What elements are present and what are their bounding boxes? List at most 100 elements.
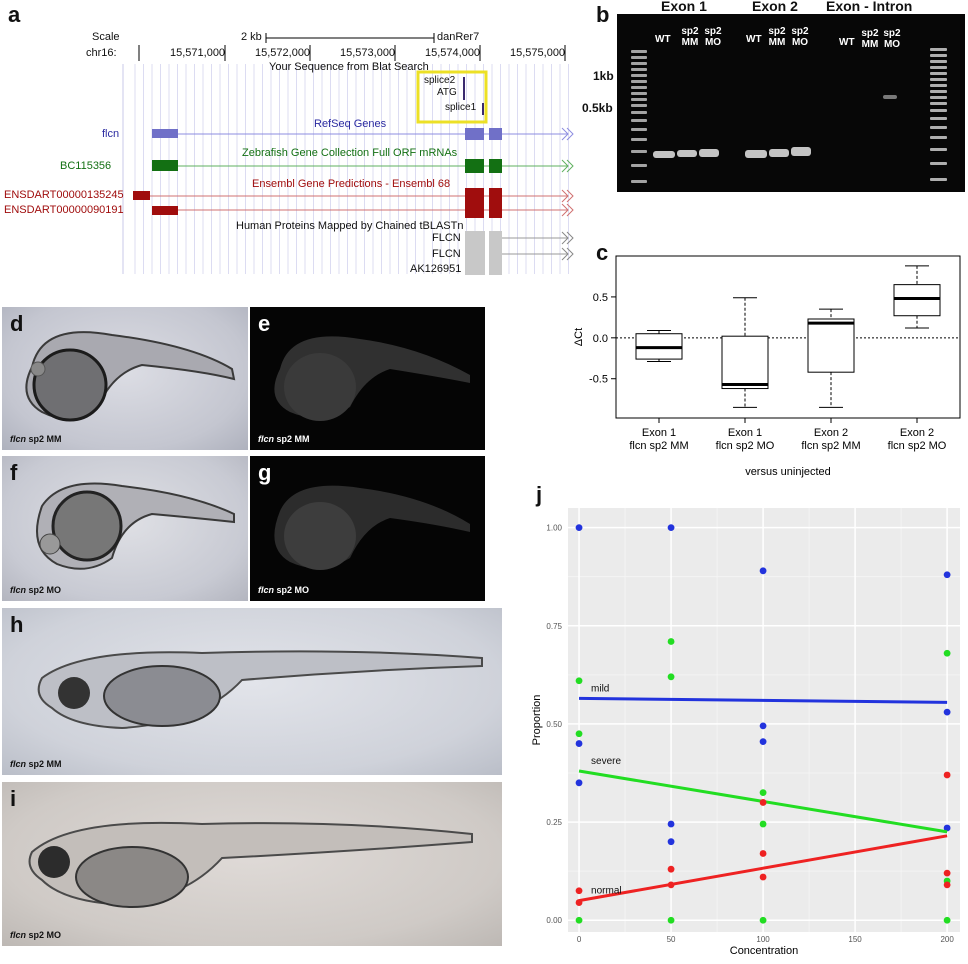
refseq-gene-name: flcn xyxy=(102,128,120,140)
photo-panel-d: d flcn sp2 MM xyxy=(2,307,248,450)
lane-mm-1: sp2 MM xyxy=(681,26,699,48)
point-mild xyxy=(667,820,675,828)
scatter-plot-area xyxy=(568,508,960,932)
boxplot-category-label: flcn sp2 MM xyxy=(801,440,860,452)
point-severe xyxy=(943,649,951,657)
scatter-xtick-label: 50 xyxy=(667,935,676,944)
boxplot-ytick-label: -0.5 xyxy=(589,374,608,386)
scatter-ytick-label: 0.00 xyxy=(546,916,562,925)
embryo-g-illustration xyxy=(274,485,470,570)
point-mild xyxy=(575,740,583,747)
point-severe xyxy=(575,730,583,738)
scatter-ytick-label: 1.00 xyxy=(546,524,562,533)
point-severe xyxy=(759,916,767,924)
photo-g-caption: flcn sp2 MO xyxy=(258,585,310,595)
ensembl-name-2: ENSDART00000090191 xyxy=(4,204,124,216)
genome-browser-panel: Scale chr16: 2 kb danRer7 15,571,000 15,… xyxy=(0,28,590,276)
photo-d-letter: d xyxy=(10,311,24,336)
scale-label: Scale xyxy=(92,31,120,43)
photo-panel-e: e flcn sp2 MM xyxy=(250,307,485,450)
human-protein-track xyxy=(465,231,574,275)
boxplot-category-label: flcn sp2 MO xyxy=(716,440,775,452)
gel-image xyxy=(617,14,965,192)
scatter-ytick-label: 0.75 xyxy=(546,622,562,631)
marker-05kb: 0.5kb xyxy=(582,101,613,115)
lane-wt-3: WT xyxy=(839,37,855,48)
human-protein-1: FLCN xyxy=(432,232,461,244)
photo-i-letter: i xyxy=(10,786,17,811)
boxplot-chart: ΔCt 0.5 0.0 -0.5 Exon 1 flcn sp2 MM Exon 1 flcn… xyxy=(560,250,968,482)
point-mild xyxy=(667,524,675,532)
boxplot-category-label: Exon 2 xyxy=(900,427,934,439)
boxplot-category-label: Exon 1 xyxy=(728,427,762,439)
scatter-xlabel: Concentration xyxy=(730,945,799,957)
photo-g-letter: g xyxy=(258,460,272,485)
marker-1kb: 1kb xyxy=(593,69,614,83)
boxplot-ytick-label: 0.5 xyxy=(593,292,608,304)
scatter-chart: 0.00 0.25 0.50 0.75 1.00 0 50 100 150 200 Concentr… xyxy=(520,500,966,959)
coord-3: 15,573,000 xyxy=(340,47,396,59)
boxplot-box xyxy=(635,329,683,363)
refseq-track xyxy=(152,127,574,141)
photo-f-letter: f xyxy=(10,460,18,485)
photo-h-caption: flcn sp2 MM xyxy=(10,759,62,769)
fit-line-normal xyxy=(578,834,948,903)
gel-group-exon1-label: Exon 1 xyxy=(661,0,707,14)
point-normal xyxy=(759,850,767,857)
point-severe xyxy=(943,916,951,924)
human-protein-2: FLCN xyxy=(432,248,461,260)
lane-wt-1: WT xyxy=(655,34,671,45)
lane-mm-3: sp2 MM xyxy=(861,28,879,50)
point-mild xyxy=(667,838,675,846)
embryo-e-illustration xyxy=(274,336,470,421)
gel-group-exon1: Exon 1 xyxy=(661,0,707,14)
photo-panel-i: i flcn sp2 MO xyxy=(2,782,502,946)
boxplot-ylabel: ΔCt xyxy=(573,328,585,346)
assembly-label: danRer7 xyxy=(437,31,480,43)
boxplot-category-label: Exon 1 xyxy=(642,427,676,439)
blat-title: Your Sequence from Blat Search xyxy=(269,61,429,73)
point-normal xyxy=(667,881,675,889)
point-mild xyxy=(759,722,767,730)
gel-bands-svg xyxy=(631,48,947,183)
point-mild xyxy=(759,738,767,745)
point-normal xyxy=(943,771,951,779)
point-severe xyxy=(575,916,583,924)
point-mild xyxy=(943,571,951,579)
lane-mo-2: sp2 MO xyxy=(791,26,809,48)
chr-label: chr16: xyxy=(86,47,117,59)
embryo-i-illustration xyxy=(28,821,473,908)
gel-header xyxy=(617,0,968,14)
point-mild xyxy=(575,779,583,787)
ensembl-title: Ensembl Gene Predictions - Ensembl 68 xyxy=(252,178,451,190)
embryo-h-illustration xyxy=(37,650,483,730)
scatter-xtick-label: 0 xyxy=(577,935,582,944)
boxplot-box xyxy=(721,297,769,408)
zgc-gene-name: BC115356 xyxy=(60,160,112,172)
scatter-xtick-label: 100 xyxy=(756,935,770,944)
gel-group-exon-intron: Exon - Intron xyxy=(826,0,913,14)
fit-line-mild xyxy=(579,696,948,704)
photo-panel-h: h flcn sp2 MM xyxy=(2,608,502,775)
boxplot-category-label: flcn sp2 MM xyxy=(629,440,688,452)
panel-c-label: c xyxy=(596,240,609,265)
photo-panel-g: g flcn sp2 MO xyxy=(250,456,485,601)
photo-panel-f: f flcn sp2 MO xyxy=(2,456,248,601)
scatter-ytick-label: 0.50 xyxy=(546,720,562,729)
coord-5: 15,575,000 xyxy=(510,47,566,59)
lane-mo-3: sp2 MO xyxy=(883,28,901,50)
ensembl-name-1: ENSDART00000135245 xyxy=(4,189,124,201)
photo-e-letter: e xyxy=(258,311,271,336)
scatter-ylabel: Proportion xyxy=(531,695,543,746)
point-normal xyxy=(667,865,675,873)
boxplot-box xyxy=(893,265,941,329)
photo-i-caption: flcn sp2 MO xyxy=(10,930,62,940)
panel-a-label: a xyxy=(8,2,21,27)
lane-mo-1: sp2 MO xyxy=(704,26,722,48)
scatter-xtick-label: 200 xyxy=(940,935,954,944)
point-normal xyxy=(759,799,767,806)
refseq-title: RefSeq Genes xyxy=(314,118,387,130)
coord-2: 15,572,000 xyxy=(255,47,311,59)
photo-f-caption: flcn sp2 MO xyxy=(10,585,62,595)
human-protein-3: AK126951 xyxy=(410,263,462,275)
